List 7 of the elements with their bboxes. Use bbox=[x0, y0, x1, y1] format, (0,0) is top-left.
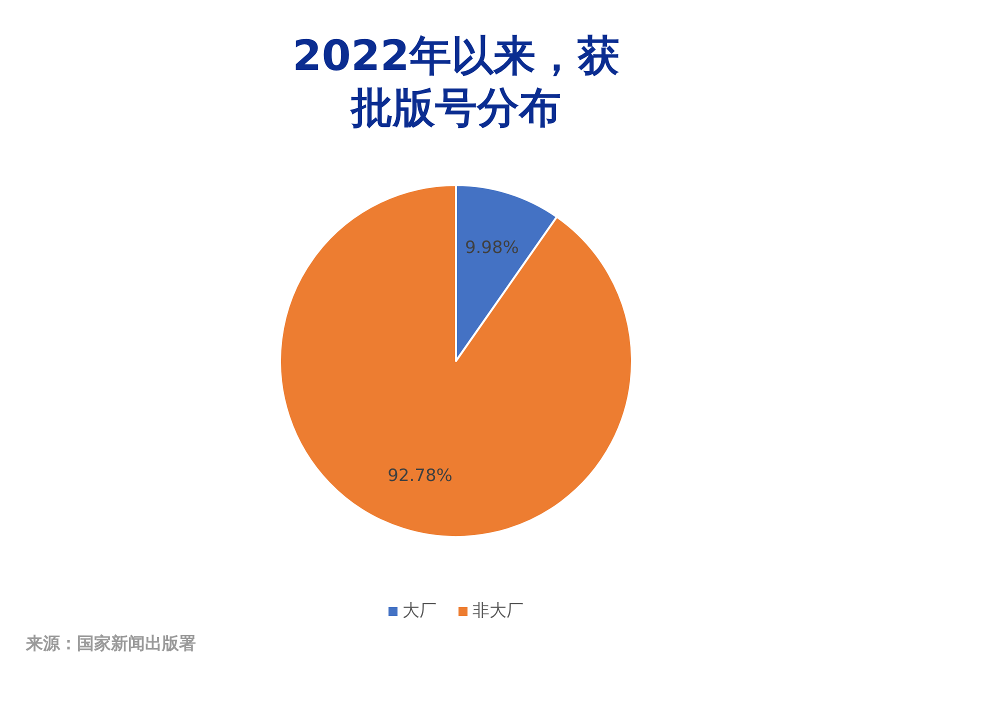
legend-label: 大厂 bbox=[402, 601, 436, 621]
data-label: 9.98% bbox=[464, 238, 519, 258]
legend-label: 非大厂 bbox=[472, 601, 524, 621]
chart-title: 2022年以来，获批版号分布 bbox=[292, 30, 620, 134]
source-note: 来源：国家新闻出版署 bbox=[26, 633, 196, 655]
pie-slice bbox=[279, 184, 633, 538]
data-label: 92.78% bbox=[388, 466, 452, 486]
